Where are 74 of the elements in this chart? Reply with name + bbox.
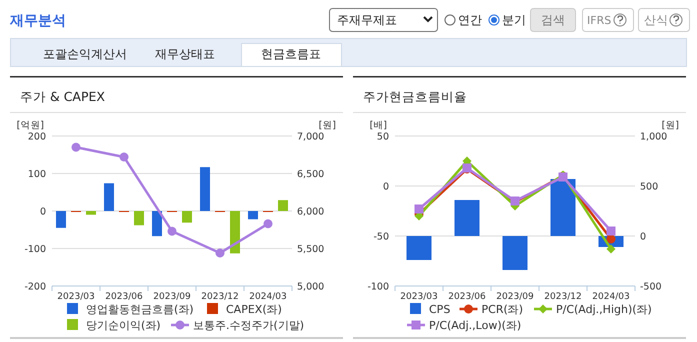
y2-axis-title: [원]	[662, 120, 679, 131]
text: 포괄손익계산서	[43, 47, 127, 61]
bar	[134, 211, 144, 226]
y-tick-label: -100	[367, 282, 389, 292]
bar	[502, 236, 528, 270]
bar	[200, 167, 210, 211]
text: 검색	[541, 13, 565, 27]
y2-tick-label: 5,500	[297, 244, 324, 255]
legend-label: 보통주.수정주가(기말)	[193, 319, 304, 332]
y2-tick-label: 7,000	[297, 132, 324, 142]
bar	[278, 200, 288, 211]
y2-tick-label: 0	[640, 232, 646, 242]
x-tick-label: 2023/09	[153, 292, 191, 302]
x-tick-label: 2023/12	[201, 292, 239, 302]
legend-label: 당기순이익(좌)	[86, 319, 161, 332]
y-tick-label: 200	[28, 132, 46, 142]
legend-label: CPS	[429, 303, 450, 316]
x-tick-label: 2023/09	[496, 292, 534, 302]
point	[606, 244, 616, 254]
point	[72, 142, 80, 152]
point	[414, 204, 424, 214]
y2-tick-label: 1,000	[640, 132, 668, 142]
bar	[230, 211, 240, 254]
bar	[86, 211, 96, 215]
text: IFRS	[587, 14, 612, 27]
y2-tick-label: 500	[640, 182, 658, 192]
legend-label: PCR(좌)	[482, 303, 524, 316]
y-tick-label: -50	[373, 232, 389, 242]
point	[168, 226, 176, 236]
x-tick-label: 2023/12	[544, 292, 582, 302]
bar	[454, 200, 480, 236]
text: 분기	[502, 13, 526, 27]
chart-title: 주가 & CAPEX	[20, 89, 106, 104]
y2-tick-label: 5,000	[297, 282, 324, 292]
bar	[248, 211, 258, 220]
bar	[406, 236, 432, 260]
y2-tick-label: -500	[640, 282, 662, 292]
y2-tick-label: 6,500	[297, 169, 324, 180]
legend-label: 영업활동현금흐름(좌)	[86, 303, 194, 316]
legend-label: CAPEX(좌)	[226, 303, 282, 316]
y2-tick-label: 6,000	[297, 206, 324, 218]
bar	[550, 179, 576, 236]
point	[216, 248, 224, 258]
y-tick-label: -100	[24, 244, 46, 255]
legend-label: P/C(Adj.,Low)(좌)	[429, 319, 522, 332]
y-tick-label: 50	[376, 132, 389, 142]
bar	[104, 183, 114, 211]
legend-label: P/C(Adj.,High)(좌)	[556, 303, 652, 316]
text: 현금흐름표	[261, 47, 321, 61]
x-tick-label: 2023/03	[400, 292, 438, 302]
chart-title: 주가현금흐름비율	[363, 89, 467, 104]
text: 재무분석	[9, 13, 66, 29]
bar	[182, 211, 192, 223]
x-tick-label: 2023/06	[105, 292, 143, 302]
point	[606, 226, 616, 236]
x-tick-label: 2024/03	[592, 292, 630, 302]
bar	[152, 211, 162, 236]
x-tick-label: 2023/03	[57, 292, 95, 302]
point	[120, 152, 128, 162]
y-axis-title: [억원]	[16, 120, 44, 131]
text: 산식	[644, 13, 668, 27]
y-axis-title: [배]	[370, 120, 387, 131]
text: 재무상태표	[155, 47, 215, 61]
x-tick-label: 2023/06	[448, 292, 486, 302]
y-tick-label: 0	[40, 206, 46, 218]
y-tick-label: 100	[28, 169, 46, 180]
point	[264, 219, 272, 228]
text: 주재무제표	[337, 13, 397, 27]
y-tick-label: 0	[382, 182, 389, 192]
x-tick-label: 2024/03	[249, 292, 287, 302]
y-tick-label: -200	[24, 282, 46, 292]
y2-axis-title: [원]	[318, 120, 336, 131]
text: 연간	[458, 13, 482, 27]
bar	[56, 211, 66, 228]
